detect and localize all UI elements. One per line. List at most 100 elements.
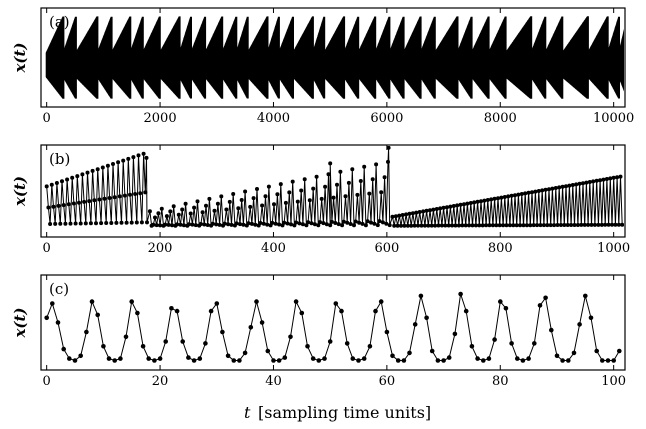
data-point: [603, 222, 608, 227]
data-point: [288, 334, 293, 340]
data-point: [107, 196, 112, 200]
data-point: [171, 204, 176, 209]
data-point: [564, 184, 568, 189]
data-point: [553, 186, 558, 190]
data-point: [251, 196, 256, 201]
data-point: [380, 220, 385, 225]
data-point: [472, 200, 477, 205]
data-point: [482, 198, 487, 203]
data-point: [467, 223, 472, 228]
data-point: [560, 184, 565, 189]
data-point: [104, 221, 109, 225]
data-point: [574, 182, 579, 187]
data-point: [94, 221, 98, 226]
data-point: [480, 223, 485, 228]
data-point: [384, 221, 389, 226]
data-point: [227, 199, 232, 204]
data-point: [225, 353, 231, 359]
data-point: [333, 301, 339, 306]
data-point: [382, 175, 387, 180]
data-point: [594, 348, 599, 354]
data-point: [361, 356, 367, 361]
data-point: [61, 203, 66, 208]
data-point: [248, 204, 253, 209]
data-point: [139, 220, 144, 225]
data-point: [83, 221, 88, 226]
data-point: [589, 222, 594, 227]
data-point: [470, 223, 475, 228]
data-point: [158, 223, 163, 228]
data-point: [386, 159, 390, 164]
data-point: [441, 205, 446, 210]
data-point: [259, 320, 265, 325]
data-point: [200, 210, 205, 215]
data-point: [575, 223, 580, 227]
data-point: [537, 303, 543, 308]
data-point: [567, 183, 572, 188]
data-point: [611, 175, 616, 180]
data-point: [475, 356, 480, 361]
data-point: [494, 223, 499, 228]
data-point: [497, 223, 502, 228]
data-point: [324, 222, 329, 227]
data-point: [608, 176, 613, 181]
data-point: [305, 344, 310, 349]
plot-frame: [40, 7, 626, 108]
data-point: [358, 179, 363, 183]
data-point: [92, 198, 97, 203]
data-point: [489, 197, 494, 202]
data-point: [549, 327, 554, 333]
data-point: [183, 201, 188, 206]
data-point: [140, 344, 146, 349]
data-point: [197, 356, 203, 361]
data-point: [272, 202, 276, 207]
data-point: [485, 198, 490, 202]
data-point: [504, 223, 509, 228]
x-tick-label: 0: [43, 241, 51, 256]
data-point: [566, 358, 571, 363]
data-point: [300, 222, 305, 227]
data-point: [249, 221, 254, 226]
data-point: [122, 193, 127, 198]
data-point: [60, 179, 64, 184]
data-point: [375, 223, 380, 228]
data-point: [557, 185, 562, 190]
data-point: [129, 220, 134, 225]
x-tick-label: 4000: [257, 111, 290, 126]
data-point: [453, 223, 458, 228]
data-point: [435, 358, 441, 363]
data-point: [78, 221, 83, 226]
data-point: [295, 199, 300, 204]
data-point: [393, 214, 398, 219]
data-point: [53, 221, 58, 226]
data-point: [302, 177, 307, 182]
data-point: [520, 358, 526, 363]
data-point: [180, 339, 185, 344]
data-point: [463, 308, 469, 314]
data-point: [562, 223, 567, 227]
data-point: [97, 197, 102, 202]
data-point: [67, 356, 72, 361]
data-point: [560, 358, 565, 363]
data-point: [114, 220, 119, 225]
x-tick-label: 40: [265, 374, 282, 389]
data-point: [591, 179, 596, 184]
x-tick-label: 60: [379, 374, 396, 389]
data-point: [438, 206, 443, 211]
data-point: [119, 220, 124, 225]
data-point: [348, 222, 353, 226]
data-point: [501, 223, 506, 228]
data-point: [519, 192, 524, 196]
data-point: [450, 223, 455, 228]
data-point: [163, 339, 168, 344]
data-point: [82, 199, 87, 204]
data-point: [297, 221, 302, 226]
data-point: [509, 341, 514, 346]
data-point: [446, 223, 451, 228]
data-point: [204, 203, 208, 208]
x-tick-label: 0: [43, 111, 51, 126]
data-point: [282, 355, 288, 360]
data-point: [524, 223, 529, 228]
data-point: [352, 223, 356, 228]
data-point: [615, 175, 620, 180]
